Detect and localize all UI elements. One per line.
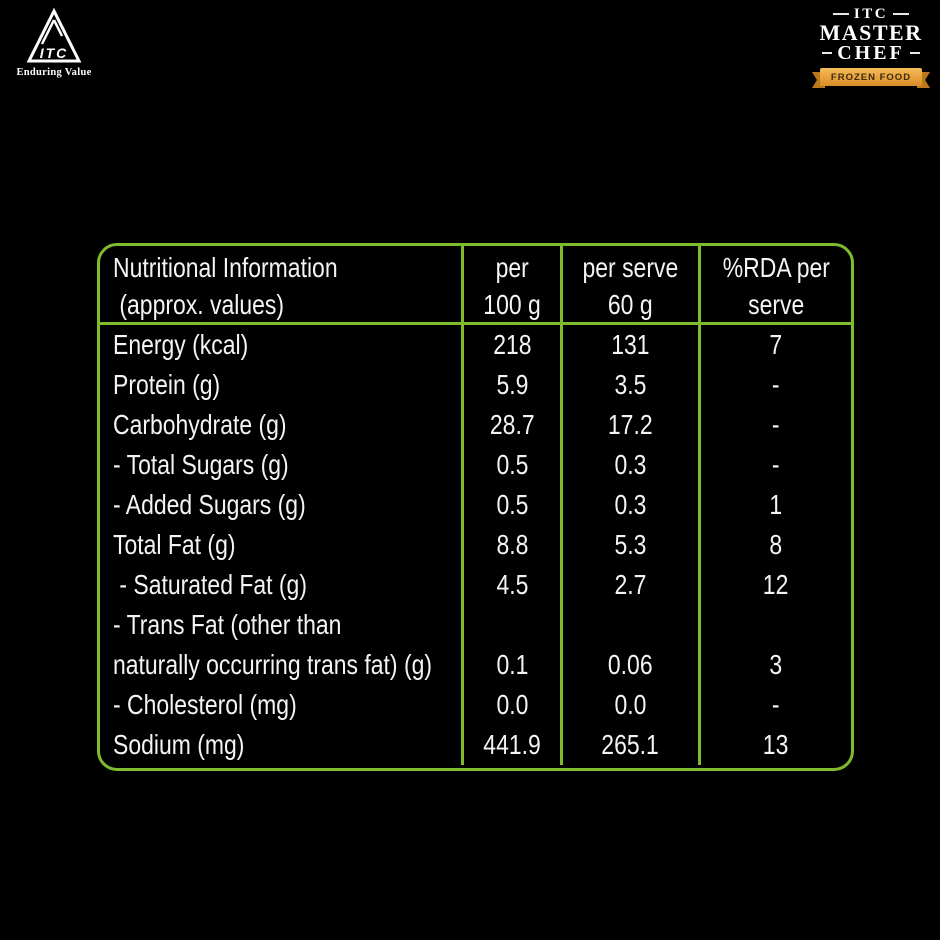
decorative-line-icon xyxy=(832,13,849,15)
table-body: Energy (kcal) 218 131 7 Protein (g) 5.9 … xyxy=(100,325,851,765)
nutrition-table: Nutritional Information (approx. values)… xyxy=(97,243,854,771)
row-value-rda: - xyxy=(698,365,851,405)
frozen-food-label: FROZEN FOOD xyxy=(830,71,912,83)
masterchef-master-text: MASTER xyxy=(819,20,923,45)
itc-tagline: Enduring Value xyxy=(16,67,92,78)
row-value-rda: 8 xyxy=(698,525,851,565)
row-value-rda: - xyxy=(698,445,851,485)
row-value-per-100g: 5.9 xyxy=(461,365,560,405)
row-value-rda: 3 xyxy=(698,605,851,685)
table-row: - Total Sugars (g) 0.5 0.3 - xyxy=(100,445,851,485)
row-value-rda: 12 xyxy=(698,565,851,605)
row-label: - Trans Fat (other than naturally occurri… xyxy=(113,609,433,680)
row-value-per-100g: 0.5 xyxy=(461,485,560,525)
row-value-per-serve: 0.3 xyxy=(560,445,698,485)
row-value-per-serve: 0.0 xyxy=(560,685,698,725)
row-label: - Cholesterol (mg) xyxy=(113,689,297,720)
row-value-per-100g: 0.1 xyxy=(461,605,560,685)
header-nutritional-information: Nutritional Information (approx. values) xyxy=(113,252,338,320)
itc-triangle-icon: ITC xyxy=(16,8,92,66)
decorative-line-icon xyxy=(893,13,910,15)
header-rda-per-serve: %RDA per serve xyxy=(698,246,851,323)
row-label: Energy (kcal) xyxy=(113,329,249,360)
row-value-per-serve: 17.2 xyxy=(560,405,698,445)
header-per-serve: per serve 60 g xyxy=(560,246,698,323)
table-row: Protein (g) 5.9 3.5 - xyxy=(100,365,851,405)
table-row: - Trans Fat (other than naturally occurri… xyxy=(100,605,851,685)
row-value-per-100g: 0.5 xyxy=(461,445,560,485)
svg-text:ITC: ITC xyxy=(40,45,69,61)
row-label: - Total Sugars (g) xyxy=(113,449,289,480)
table-row: - Saturated Fat (g) 4.5 2.7 12 xyxy=(100,565,851,605)
row-value-rda: 1 xyxy=(698,485,851,525)
row-value-per-serve: 3.5 xyxy=(560,365,698,405)
masterchef-chef-row: CHEF xyxy=(814,43,928,63)
row-value-per-serve: 0.3 xyxy=(560,485,698,525)
row-value-per-serve: 131 xyxy=(560,325,698,365)
row-value-per-100g: 8.8 xyxy=(461,525,560,565)
itc-corporate-logo: ITC Enduring Value xyxy=(16,8,92,78)
row-label: Protein (g) xyxy=(113,369,221,400)
row-label: - Saturated Fat (g) xyxy=(113,569,307,600)
row-value-per-100g: 4.5 xyxy=(461,565,560,605)
header-per-100g: per 100 g xyxy=(461,246,560,323)
row-value-rda: - xyxy=(698,685,851,725)
decorative-line-icon xyxy=(909,52,920,54)
row-value-rda: 7 xyxy=(698,325,851,365)
table-row: Carbohydrate (g) 28.7 17.2 - xyxy=(100,405,851,445)
row-label: - Added Sugars (g) xyxy=(113,489,306,520)
table-row: Total Fat (g) 8.8 5.3 8 xyxy=(100,525,851,565)
table-row: - Added Sugars (g) 0.5 0.3 1 xyxy=(100,485,851,525)
table-row: Energy (kcal) 218 131 7 xyxy=(100,325,851,365)
row-value-rda: 13 xyxy=(698,725,851,765)
table-header-row: Nutritional Information (approx. values)… xyxy=(100,246,851,325)
row-value-rda: - xyxy=(698,405,851,445)
table-row: - Cholesterol (mg) 0.0 0.0 - xyxy=(100,685,851,725)
frozen-food-banner: FROZEN FOOD xyxy=(820,68,922,86)
decorative-line-icon xyxy=(822,52,833,54)
masterchef-chef-text: CHEF xyxy=(837,42,905,64)
row-value-per-100g: 0.0 xyxy=(461,685,560,725)
row-value-per-serve: 2.7 xyxy=(560,565,698,605)
table-row: Sodium (mg) 441.9 265.1 13 xyxy=(100,725,851,765)
row-value-per-serve: 0.06 xyxy=(560,605,698,685)
masterchef-logo: ITC MASTER CHEF FROZEN FOOD xyxy=(812,6,930,88)
masterchef-itc-row: ITC xyxy=(814,6,928,22)
frozen-food-ribbon: FROZEN FOOD xyxy=(812,68,930,88)
row-label: Sodium (mg) xyxy=(113,729,245,760)
masterchef-itc-text: ITC xyxy=(853,6,889,22)
row-value-per-100g: 28.7 xyxy=(461,405,560,445)
row-value-per-serve: 5.3 xyxy=(560,525,698,565)
row-value-per-100g: 441.9 xyxy=(461,725,560,765)
row-label: Total Fat (g) xyxy=(113,529,236,560)
row-label: Carbohydrate (g) xyxy=(113,409,287,440)
row-value-per-serve: 265.1 xyxy=(560,725,698,765)
row-value-per-100g: 218 xyxy=(461,325,560,365)
